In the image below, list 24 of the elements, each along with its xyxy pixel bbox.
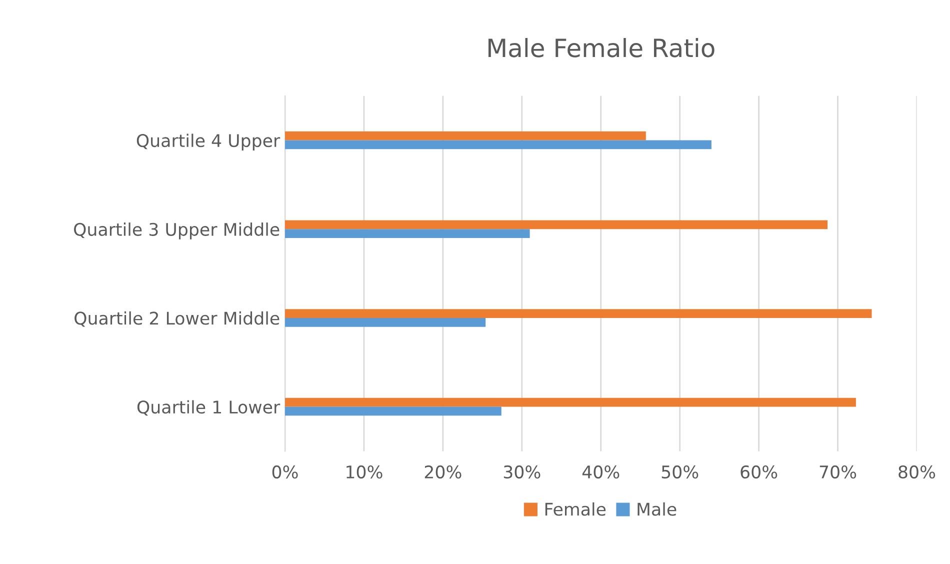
bar bbox=[285, 220, 828, 230]
chart-title: Male Female Ratio bbox=[488, 38, 714, 58]
legend-label: Female bbox=[545, 502, 606, 516]
y-tick-label: Quartile 1 Lower bbox=[137, 400, 280, 416]
x-tick-label: 10% bbox=[346, 465, 382, 479]
y-tick-label: Quartile 3 Upper Middle bbox=[74, 222, 280, 240]
x-tick-label: 30% bbox=[504, 465, 540, 479]
x-tick-label: 60% bbox=[740, 465, 778, 479]
x-tick-label: 50% bbox=[662, 465, 698, 479]
bar bbox=[285, 406, 502, 416]
y-tick-label: Quartile 2 Lower Middle bbox=[74, 311, 280, 327]
bar bbox=[285, 131, 646, 140]
legend-label: Male bbox=[638, 502, 676, 516]
x-tick-label: 40% bbox=[582, 465, 620, 479]
bar bbox=[285, 318, 486, 327]
y-tick-label: Quartile 4 Upper bbox=[136, 134, 280, 150]
bar bbox=[285, 229, 530, 238]
bar bbox=[285, 309, 872, 318]
x-tick-label: 0% bbox=[272, 465, 298, 479]
x-tick-label: 70% bbox=[820, 465, 856, 479]
bar bbox=[285, 398, 856, 407]
x-tick-label: 20% bbox=[424, 465, 462, 479]
x-tick-label: 80% bbox=[898, 465, 936, 479]
bar bbox=[285, 140, 712, 150]
